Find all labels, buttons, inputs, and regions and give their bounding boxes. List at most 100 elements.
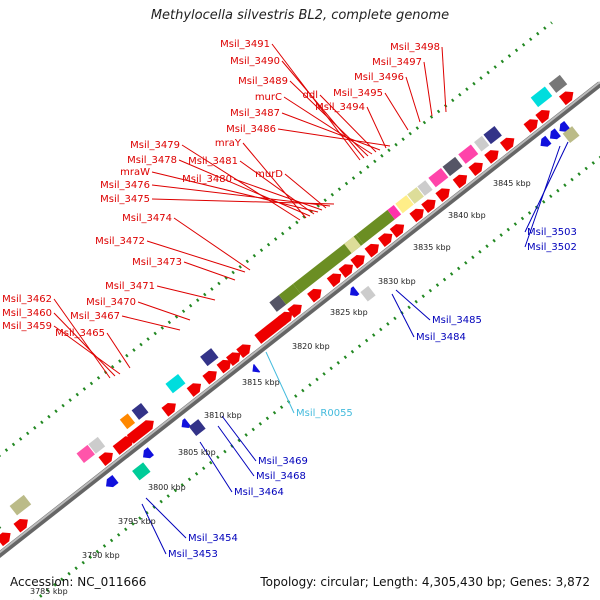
forward-gene-5-shape [118,436,134,450]
feature-block-7 [165,373,186,394]
label-Msil_3478-leader [178,159,311,217]
forward-gene-20-shape [287,304,302,318]
forward-gene-1 [0,532,11,547]
feature-block-2-shape [9,494,32,516]
reverse-feature-3-shape [360,285,376,302]
forward-gene-12-shape [216,359,231,374]
forward-gene-31 [452,174,468,189]
forward-gene-27-shape [389,224,405,238]
label-Msil_3465-leader [106,332,131,369]
label-Msil_3485: Msil_3485 [432,315,482,326]
label-Msil_3469: Msil_3469 [258,456,308,467]
label-Msil_3475-leader [151,198,335,205]
dotted-line-1 [0,21,553,457]
feature-block-9-shape [269,295,287,312]
tick-3790-kbp: 3790 kbp [82,551,120,560]
label-Msil_3468: Msil_3468 [256,471,306,482]
feature-block-21 [474,135,490,152]
dna-strand [0,81,600,558]
reverse-gene-2 [143,447,154,459]
label-Msil_3454: Msil_3454 [188,533,238,544]
reverse-gene-7-shape [549,128,561,140]
label-Msil_3470-leader [137,301,191,321]
label-Msil_3454-leader [145,497,187,539]
label-Msil_3494-leader [366,106,387,149]
feature-block-13 [355,209,395,245]
label-Msil_3491-leader [271,43,361,161]
dotted-line-2 [33,155,600,600]
tick-3805-kbp: 3805 kbp [178,448,216,457]
tick-3810-kbp: 3810 kbp [204,411,242,420]
feature-block-16-shape [407,187,424,204]
reverse-feature-1-shape [132,462,151,481]
label-Msil_3497: Msil_3497 [372,57,422,68]
forward-gene-19 [277,311,293,326]
label-Msil_3490-leader [281,60,365,159]
forward-gene-22-shape [326,273,342,288]
forward-gene-14 [236,344,251,358]
forward-gene-23 [338,264,353,278]
tick-3795-kbp: 3795 kbp [118,517,156,526]
label-Msil_3503-leader [524,141,569,233]
reverse-gene-3-shape [181,418,191,428]
forward-gene-34-shape [499,137,515,152]
reverse-feature-4-shape [562,126,580,144]
forward-gene-33 [484,150,499,164]
label-Msil_3473: Msil_3473 [132,257,182,268]
label-Msil_3468-leader [217,425,255,477]
label-mraW-leader [151,171,319,213]
feature-block-17-shape [417,180,433,196]
reverse-feature-4 [562,126,580,144]
reverse-feature-2 [188,419,206,437]
feature-block-21-shape [474,135,490,152]
reverse-feature-2-shape [188,419,206,437]
feature-block-7-shape [165,373,186,394]
tick-3815-kbp: 3815 kbp [242,378,280,387]
forward-gene-33-shape [484,150,499,164]
forward-gene-26-shape [377,233,393,247]
forward-gene-32-shape [468,162,483,177]
feature-block-4-shape [88,436,106,454]
feature-block-23 [530,86,553,108]
forward-gene-21-shape [307,288,322,303]
label-Msil_3490: Msil_3490 [230,56,280,67]
label-Msil_3487-leader [281,112,381,151]
feature-block-8-shape [200,348,219,367]
label-Msil_3495: Msil_3495 [333,88,383,99]
forward-gene-22 [326,273,342,288]
forward-gene-26 [377,233,393,247]
label-Msil_3502: Msil_3502 [527,242,577,253]
feature-block-19-shape [442,156,463,177]
label-Msil_3496-leader [405,76,421,123]
tick-3835-kbp: 3835 kbp [413,243,451,252]
label-Msil_3502-leader [524,145,561,248]
tick-3825-kbp: 3825 kbp [330,308,368,317]
feature-block-6-shape [131,402,149,420]
label-Msil_3474: Msil_3474 [122,213,172,224]
forward-gene-35-shape [523,119,538,133]
label-Msil_3495-leader [384,92,409,131]
forward-gene-24-shape [350,254,365,269]
label-Msil_3460: Msil_3460 [2,308,52,319]
label-Msil_3494: Msil_3494 [315,102,365,113]
feature-block-11 [292,234,364,294]
label-leaders [53,43,569,555]
reverse-gene-5-shape [350,286,360,296]
forward-gene-9-shape [161,403,176,417]
label-Msil_3471-leader [156,285,216,301]
label-Msil_3473-leader [183,261,236,281]
feature-block-13-shape [355,209,395,245]
feature-block-19 [442,156,463,177]
forward-gene-31-shape [452,174,468,189]
forward-gene-13 [226,352,241,367]
label-Msil_3481: Msil_3481 [188,156,238,167]
feature-block-12 [344,236,361,254]
forward-gene-8-shape [139,420,154,434]
label-Msil_3464-leader [199,441,233,493]
label-Msil_3471: Msil_3471 [105,281,155,292]
forward-gene-19-shape [277,311,293,326]
feature-block-2 [9,494,32,516]
forward-gene-30 [435,188,450,202]
label-Msil_3487: Msil_3487 [230,108,280,119]
